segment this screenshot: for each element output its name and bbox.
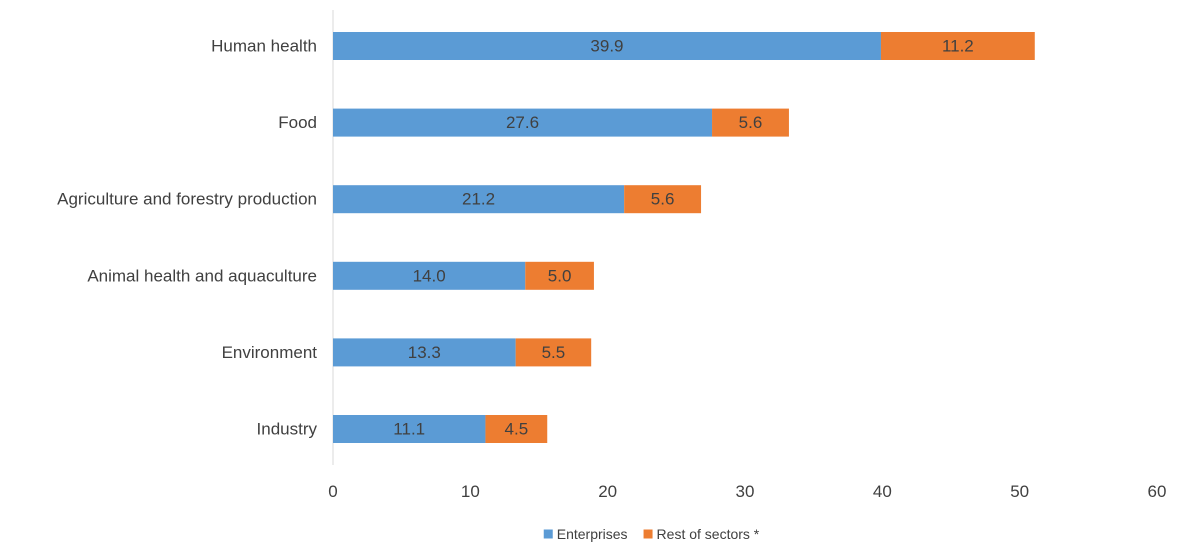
- data-label: 11.2: [942, 37, 974, 56]
- bar-enterprises: [333, 338, 516, 367]
- legend: Enterprises Rest of sectors *: [543, 526, 760, 542]
- legend-swatch-rest-of-sectors: [643, 529, 653, 539]
- data-label: 39.9: [590, 37, 623, 56]
- x-tick-label: 20: [598, 482, 617, 501]
- data-label: 11.1: [393, 420, 425, 439]
- bar-rest-of-sectors: [485, 415, 548, 443]
- bar-enterprises: [333, 108, 713, 137]
- bar-rest-of-sectors: [624, 185, 702, 214]
- data-label: 13.3: [408, 343, 441, 362]
- category-label: Agriculture and forestry production: [57, 190, 317, 209]
- data-label: 5.5: [542, 343, 566, 362]
- category-label: Environment: [222, 343, 318, 362]
- bars-layer: [333, 32, 1035, 443]
- data-label: 27.6: [506, 113, 539, 132]
- labels-layer: Human health 39.9 11.2 Food 27.6 5.6 Agricultu…: [57, 37, 974, 439]
- data-label: 5.0: [548, 266, 572, 285]
- legend-label: Rest of sectors *: [657, 526, 760, 542]
- legend-label: Enterprises: [557, 526, 628, 542]
- x-tick-label: 50: [1010, 482, 1029, 501]
- x-tick-label: 0: [328, 482, 337, 501]
- bar-rest-of-sectors: [880, 32, 1035, 60]
- legend-swatch-enterprises: [543, 529, 553, 539]
- bar-rest-of-sectors: [515, 338, 592, 367]
- bar-enterprises: [333, 261, 526, 290]
- data-label: 5.6: [651, 190, 675, 209]
- x-tick-label: 10: [461, 482, 480, 501]
- data-label: 14.0: [413, 266, 446, 285]
- category-label: Human health: [211, 37, 317, 56]
- data-label: 21.2: [462, 190, 495, 209]
- bar-enterprises: [333, 415, 486, 443]
- bar-rest-of-sectors: [712, 108, 789, 137]
- x-tick-label: 40: [873, 482, 892, 501]
- bar-rest-of-sectors: [525, 261, 594, 290]
- bar-enterprises: [333, 185, 625, 214]
- category-label: Industry: [257, 420, 318, 439]
- data-label: 5.6: [739, 113, 763, 132]
- category-label: Animal health and aquaculture: [87, 266, 317, 285]
- data-label: 4.5: [505, 420, 529, 439]
- category-label: Food: [278, 113, 317, 132]
- x-tick-label: 30: [736, 482, 755, 501]
- x-tick-label: 60: [1148, 482, 1167, 501]
- bar-enterprises: [333, 32, 881, 60]
- axis-layer: 0 10 20 30 40 50 60: [328, 10, 1166, 501]
